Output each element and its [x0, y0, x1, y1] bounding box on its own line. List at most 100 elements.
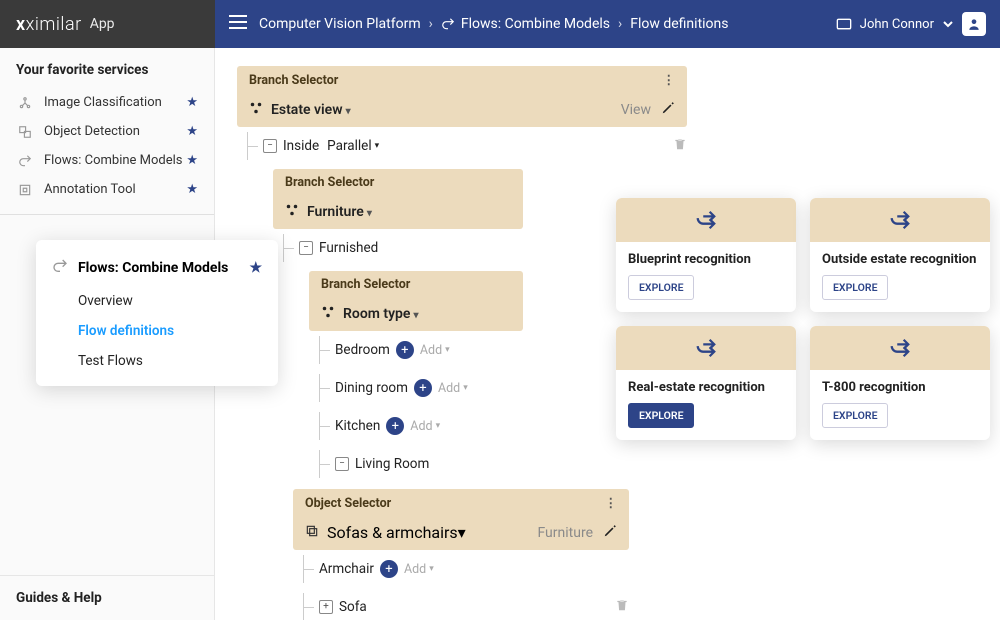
root-branch-body: Estate view▾ View: [237, 94, 687, 127]
card-title: Real-estate recognition: [616, 370, 796, 403]
sidebar-item-guides[interactable]: Guides & Help: [0, 575, 214, 620]
branch-header-label: Branch Selector: [321, 277, 410, 292]
breadcrumb-3[interactable]: Flow definitions: [630, 16, 728, 32]
sub-panel-item-test-flows[interactable]: Test Flows: [36, 346, 278, 376]
collapse-toggle[interactable]: −: [299, 241, 313, 255]
star-icon[interactable]: ★: [186, 95, 198, 110]
breadcrumb-1[interactable]: Computer Vision Platform: [259, 16, 421, 32]
shuffle-icon: [889, 337, 911, 359]
brand-logo: xximilar: [16, 14, 82, 35]
star-icon[interactable]: ★: [186, 153, 198, 168]
add-dropdown[interactable]: Add▾: [404, 562, 434, 577]
furniture-branch-header: Branch Selector: [273, 169, 523, 196]
card-blueprint[interactable]: Blueprint recognition EXPLORE: [616, 198, 796, 312]
avatar-icon[interactable]: [962, 12, 986, 36]
branch-header-label: Branch Selector: [285, 175, 374, 190]
flows-icon: [52, 258, 68, 278]
branch-title[interactable]: Room type▾: [343, 306, 418, 322]
branch-title[interactable]: Estate view▾: [271, 102, 351, 118]
add-dropdown[interactable]: Add▾: [420, 343, 450, 358]
tree-label: Sofa: [339, 599, 367, 615]
star-icon[interactable]: ★: [249, 260, 262, 276]
branch-title[interactable]: Furniture▾: [307, 204, 372, 220]
explore-button[interactable]: EXPLORE: [628, 275, 694, 300]
branch-title-label: Furniture: [307, 204, 364, 220]
star-icon[interactable]: ★: [186, 182, 198, 197]
card-icon-area: [810, 198, 990, 242]
star-icon[interactable]: ★: [186, 124, 198, 139]
tree-row-kitchen: Kitchen + Add▾: [319, 407, 523, 445]
tree-row-furnished: − Furnished: [283, 229, 523, 267]
tree-row-armchair: Armchair + Add▾: [303, 550, 629, 588]
view-label: View: [621, 102, 651, 118]
roomtype-branch: Branch Selector Room type▾: [309, 271, 523, 483]
roomtype-branch-body: Room type▾: [309, 298, 523, 331]
sub-panel-header[interactable]: Flows: Combine Models ★: [36, 250, 278, 286]
sidebar-item-annotation[interactable]: Annotation Tool ★: [0, 175, 214, 204]
card-title: Blueprint recognition: [616, 242, 796, 275]
trash-icon[interactable]: [615, 598, 629, 616]
more-icon[interactable]: ⋮: [605, 495, 618, 511]
branch-icon: [249, 100, 263, 119]
sidebar-item-label: Image Classification: [44, 95, 162, 110]
collapse-toggle[interactable]: −: [263, 139, 277, 153]
object-title-label: Sofas & armchairs: [327, 523, 458, 542]
parallel-dropdown[interactable]: Parallel▾: [327, 138, 379, 154]
parallel-label: Parallel: [327, 138, 371, 154]
more-icon[interactable]: ⋮: [663, 72, 676, 88]
add-node-button[interactable]: +: [380, 560, 398, 578]
shuffle-icon: [695, 337, 717, 359]
top-nav: Computer Vision Platform › Flows: Combin…: [215, 0, 1000, 48]
pencil-icon[interactable]: [661, 100, 675, 119]
main-content: Branch Selector ⋮ Estate view▾ View: [215, 48, 1000, 620]
hamburger-icon[interactable]: [229, 15, 247, 33]
expand-toggle[interactable]: +: [319, 600, 333, 614]
sidebar-item-label: Flows: Combine Models: [44, 153, 183, 168]
sub-panel: Flows: Combine Models ★ Overview Flow de…: [36, 240, 278, 386]
user-menu[interactable]: John Connor: [836, 12, 986, 36]
pencil-icon[interactable]: [603, 523, 617, 542]
card-title: Outside estate recognition: [810, 242, 990, 275]
sub-panel-title: Flows: Combine Models: [78, 260, 228, 276]
add-dropdown[interactable]: Add▾: [438, 381, 468, 396]
card-icon-area: [616, 198, 796, 242]
tree-row-dining: Dining room + Add▾: [319, 369, 523, 407]
app-label: App: [90, 16, 115, 32]
sidebar-item-label: Annotation Tool: [44, 182, 136, 197]
cards-grid: Blueprint recognition EXPLORE Outside es…: [616, 198, 990, 440]
branch-title-label: Room type: [343, 306, 410, 322]
user-name: John Connor: [860, 17, 934, 32]
card-title: T-800 recognition: [810, 370, 990, 403]
roomtype-branch-header: Branch Selector: [309, 271, 523, 298]
sidebar-item-image-classification[interactable]: Image Classification ★: [0, 88, 214, 117]
annotation-icon: [16, 183, 34, 197]
explore-button[interactable]: EXPLORE: [822, 403, 888, 428]
sub-panel-item-flow-definitions[interactable]: Flow definitions: [36, 316, 278, 346]
tree-row-inside: − Inside Parallel▾: [247, 127, 687, 165]
tree-label: Living Room: [355, 456, 429, 472]
breadcrumb-2-label: Flows: Combine Models: [461, 16, 610, 32]
tree-label: Dining room: [335, 380, 408, 396]
sidebar-item-flows[interactable]: Flows: Combine Models ★: [0, 146, 214, 175]
divider: [0, 214, 214, 215]
trash-icon[interactable]: [673, 137, 687, 155]
sub-panel-item-overview[interactable]: Overview: [36, 286, 278, 316]
add-dropdown[interactable]: Add▾: [410, 419, 440, 434]
card-outside[interactable]: Outside estate recognition EXPLORE: [810, 198, 990, 312]
card-t800[interactable]: T-800 recognition EXPLORE: [810, 326, 990, 440]
breadcrumb-2[interactable]: Flows: Combine Models: [441, 16, 610, 32]
furniture-branch-body: Furniture▾: [273, 196, 523, 229]
explore-button[interactable]: EXPLORE: [822, 275, 888, 300]
sidebar-item-object-detection[interactable]: Object Detection ★: [0, 117, 214, 146]
tree-label: Armchair: [319, 561, 374, 577]
copy-icon: [305, 523, 319, 542]
collapse-toggle[interactable]: −: [335, 457, 349, 471]
add-node-button[interactable]: +: [386, 417, 404, 435]
object-title[interactable]: Sofas & armchairs▾: [327, 523, 466, 542]
add-node-button[interactable]: +: [414, 379, 432, 397]
tree-row-bedroom: Bedroom + Add▾: [319, 331, 523, 369]
explore-button[interactable]: EXPLORE: [628, 403, 694, 428]
card-realestate[interactable]: Real-estate recognition EXPLORE: [616, 326, 796, 440]
add-node-button[interactable]: +: [396, 341, 414, 359]
classification-icon: [16, 96, 34, 110]
